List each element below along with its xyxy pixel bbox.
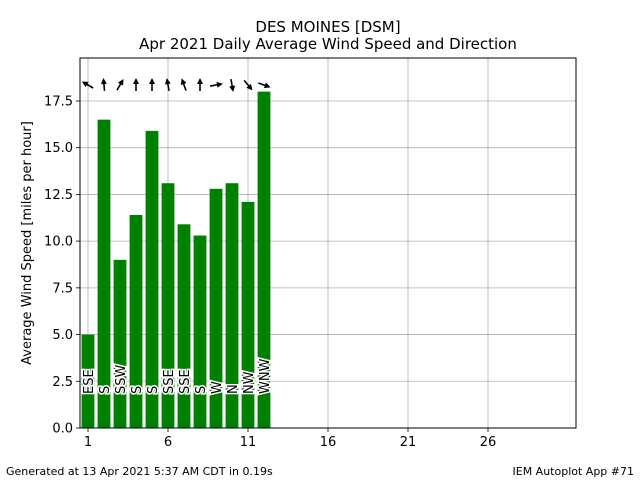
direction-label: S [130, 386, 145, 394]
direction-label: ESE [82, 369, 97, 394]
direction-label: WNW [258, 358, 273, 394]
direction-label: SSW [114, 364, 129, 394]
bar [161, 183, 175, 428]
bar [225, 183, 239, 428]
bar [97, 119, 111, 429]
direction-label: S [194, 386, 209, 394]
wind-arrow [258, 82, 271, 89]
x-tick-label: 6 [164, 435, 172, 450]
y-tick-label: 12.5 [44, 188, 73, 203]
bar-series [81, 91, 271, 429]
wind-arrow-head [263, 82, 271, 89]
wind-arrow-head [216, 81, 223, 88]
direction-label: NW [242, 371, 257, 394]
wind-arrow-head [229, 85, 236, 92]
x-tick-label: 16 [320, 435, 337, 450]
wind-arrow-head [100, 78, 107, 85]
y-tick-label: 17.5 [44, 94, 73, 109]
plot-frame [79, 57, 577, 429]
direction-label: SSE [162, 369, 177, 394]
wind-arrow [149, 78, 155, 91]
direction-label: S [98, 386, 113, 394]
wind-arrow-head [133, 78, 139, 84]
wind-arrow [81, 81, 94, 89]
y-tick-label: 2.5 [52, 375, 73, 390]
y-tick-label: 0.0 [52, 422, 73, 437]
wind-arrow [180, 78, 187, 91]
y-tick-label: 15.0 [44, 141, 73, 156]
wind-arrows [81, 78, 271, 92]
wind-arrow-head [180, 78, 187, 86]
wind-arrow-head [81, 81, 89, 88]
direction-label: SSE [178, 369, 193, 394]
y-tick-label: 10.0 [44, 235, 73, 250]
direction-label: N [226, 384, 241, 394]
x-tick-label: 1 [84, 435, 92, 450]
direction-label: W [210, 381, 225, 394]
wind-arrow-head [197, 78, 203, 84]
wind-arrow [164, 78, 171, 92]
bar [129, 214, 143, 428]
direction-label: S [146, 386, 161, 394]
wind-arrow [229, 78, 236, 92]
wind-arrow [209, 81, 223, 88]
wind-arrow [116, 78, 124, 91]
y-axis-ticks: 0.0 2.5 5.0 7.5 10.0 12.5 15.0 17.5 [44, 94, 80, 437]
bar [113, 259, 127, 428]
x-tick-label: 26 [480, 435, 497, 450]
x-tick-label: 11 [240, 435, 257, 450]
x-axis-ticks: 1 6 11 16 21 26 [84, 428, 496, 450]
y-tick-label: 7.5 [52, 281, 73, 296]
wind-arrow [133, 78, 139, 91]
wind-arrow [100, 78, 107, 92]
chart-subtitle: Apr 2021 Daily Average Wind Speed and Di… [139, 35, 517, 53]
bar [193, 235, 207, 428]
wind-arrow-head [149, 78, 155, 84]
wind-arrow [243, 79, 253, 91]
bar [145, 130, 159, 428]
wind-arrow-head [164, 78, 171, 85]
bar [209, 188, 223, 428]
chart-title: DES MOINES [DSM] [255, 18, 400, 36]
bar [241, 201, 255, 428]
wind-arrow [197, 78, 203, 91]
footer-app-text: IEM Autoplot App #71 [512, 465, 635, 478]
bar [81, 334, 95, 428]
wind-arrow-head [246, 83, 253, 91]
bar [177, 224, 191, 428]
direction-labels: ESE S SSW S S SSE SSE S W N NW WNW [81, 357, 275, 396]
y-axis-label: Average Wind Speed [miles per hour] [20, 121, 35, 365]
footer-generated-text: Generated at 13 Apr 2021 5:37 AM CDT in … [6, 465, 273, 478]
x-tick-label: 21 [400, 435, 417, 450]
y-tick-label: 5.0 [52, 328, 73, 343]
wind-arrow-head [117, 78, 124, 86]
bar [257, 91, 271, 429]
